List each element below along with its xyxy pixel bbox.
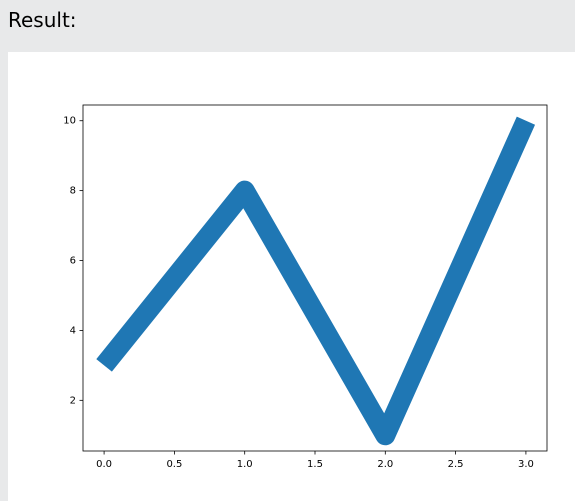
x-tick-label: 0.0 xyxy=(96,459,112,470)
y-tick-label: 4 xyxy=(70,325,76,336)
x-tick-label: 1.0 xyxy=(237,459,253,470)
x-tick-label: 0.5 xyxy=(166,459,182,470)
x-tick-label: 2.5 xyxy=(448,459,464,470)
y-tick-label: 6 xyxy=(70,256,76,267)
axes-frame xyxy=(82,104,548,452)
data-line xyxy=(96,116,536,446)
x-tick-label: 1.5 xyxy=(307,459,323,470)
result-label: Result: xyxy=(8,8,77,32)
result-header: Result: xyxy=(0,0,575,52)
y-tick-label: 10 xyxy=(63,116,76,127)
x-tick-label: 2.0 xyxy=(377,459,393,470)
x-tick-label: 3.0 xyxy=(518,459,534,470)
y-tick-label: 2 xyxy=(70,395,76,406)
y-tick-label: 8 xyxy=(70,186,76,197)
